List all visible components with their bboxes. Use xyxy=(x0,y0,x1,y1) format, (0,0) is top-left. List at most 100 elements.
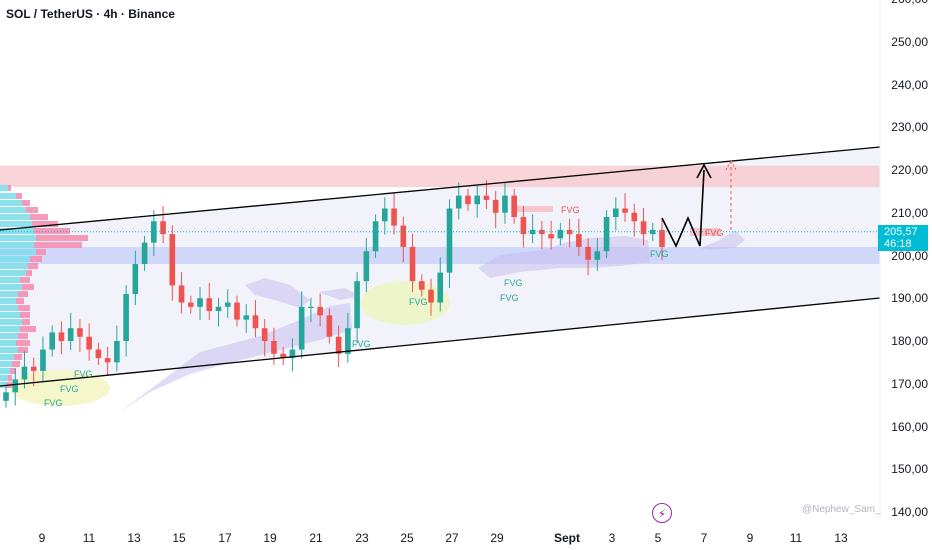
bar-countdown: 46:18 xyxy=(884,238,912,250)
price-tick-label: 160,00 xyxy=(891,419,928,434)
candle-down xyxy=(30,366,37,371)
candle-down xyxy=(640,221,647,235)
candle-down xyxy=(391,208,397,226)
volume-bar-up xyxy=(0,221,32,227)
candle-up xyxy=(123,293,129,341)
candle-down xyxy=(160,221,166,235)
candle-down xyxy=(492,199,499,213)
time-tick-label: 9 xyxy=(38,531,46,545)
last-price-value: 205,57 xyxy=(884,226,918,238)
volume-bar-up xyxy=(0,214,30,220)
time-tick-label: 7 xyxy=(700,531,708,545)
candle-up xyxy=(215,306,222,312)
bullish-fvg-area xyxy=(360,281,450,325)
symbol-title[interactable]: SOL / TetherUS · 4h · Binance xyxy=(6,7,175,21)
price-tick-label: 180,00 xyxy=(891,334,928,348)
time-tick-label: 15 xyxy=(172,531,186,545)
candle-down xyxy=(271,341,277,354)
cloud-area xyxy=(120,303,352,412)
last-price-badge: 205,57 46:18 xyxy=(878,225,928,251)
volume-profile xyxy=(0,185,88,388)
volume-bar-up xyxy=(0,200,22,206)
candle-up xyxy=(363,251,370,282)
candle-up xyxy=(446,208,453,273)
time-tick-label: 29 xyxy=(490,531,504,545)
candle-up xyxy=(502,195,508,213)
candle-up xyxy=(132,264,139,294)
volume-bar-down xyxy=(20,277,30,283)
volume-bar-up xyxy=(0,368,10,374)
candle-up xyxy=(21,366,28,380)
channel-upper-line xyxy=(0,146,881,231)
candle-down xyxy=(206,298,213,312)
candle-down xyxy=(511,195,517,218)
fvg-label: FVG xyxy=(60,384,79,394)
time-tick-label: 23 xyxy=(355,531,369,545)
candle-down xyxy=(585,246,591,260)
volume-bar-down xyxy=(34,242,82,248)
volume-bar-down xyxy=(30,214,48,220)
volume-bar-down xyxy=(34,228,70,234)
candle-up xyxy=(345,328,351,354)
volume-bar-down xyxy=(18,347,28,353)
price-tick-label: 190,00 xyxy=(891,291,928,306)
candle-up xyxy=(557,229,564,239)
volume-bar-up xyxy=(0,298,16,304)
volume-bar-down xyxy=(18,291,28,297)
fvg-label: FVG xyxy=(74,369,93,379)
fvg-label: FVG xyxy=(409,297,428,307)
candle-down xyxy=(169,234,176,286)
volume-bar-down xyxy=(12,361,20,367)
candle-up xyxy=(243,315,250,320)
time-tick-label: Sept xyxy=(553,531,581,545)
candle-down xyxy=(539,229,545,235)
volume-bar-down xyxy=(26,207,38,213)
candle-up xyxy=(529,229,536,235)
volume-bar-up xyxy=(0,263,28,269)
lightning-icon[interactable]: ⚡ xyxy=(652,503,672,523)
candle-up xyxy=(224,302,231,307)
time-tick-label: 11 xyxy=(82,531,96,545)
candle-down xyxy=(428,289,434,303)
candle-up xyxy=(474,195,481,205)
cloud-area xyxy=(318,288,360,300)
candle-down xyxy=(77,328,83,337)
candle-down xyxy=(409,246,416,282)
candle-up xyxy=(298,306,305,350)
cloud-area xyxy=(245,278,310,308)
time-tick-label: 13 xyxy=(834,531,848,545)
volume-bar-down xyxy=(32,221,58,227)
candle-down xyxy=(317,306,323,316)
volume-bar-down xyxy=(36,249,46,255)
candle-up xyxy=(382,208,388,222)
candle-up xyxy=(289,349,296,359)
volume-bar-up xyxy=(0,228,34,234)
volume-bar-down xyxy=(18,333,28,339)
candle-up xyxy=(141,242,148,265)
fvg-label: FVG xyxy=(500,293,519,303)
price-tick-label: 150,00 xyxy=(891,462,928,477)
resistance-zone xyxy=(0,165,880,188)
volume-bar-down xyxy=(8,185,11,191)
price-tick-label: 260,00 xyxy=(891,0,928,6)
volume-bar-up xyxy=(0,354,14,360)
candle-down xyxy=(631,212,638,222)
volume-bar-up xyxy=(0,277,20,283)
volume-bar-down xyxy=(14,354,22,360)
candle-up xyxy=(354,281,360,329)
candle-up xyxy=(40,349,46,371)
candle-down xyxy=(261,328,268,341)
volume-bar-up xyxy=(0,326,20,332)
volume-bar-up xyxy=(0,340,16,346)
bearish-fvg-box xyxy=(513,206,553,212)
volume-bar-up xyxy=(0,305,18,311)
fvg-label: FVG xyxy=(352,339,371,349)
volume-bar-up xyxy=(0,242,34,248)
volume-bar-up xyxy=(0,333,18,339)
volume-bar-down xyxy=(10,368,16,374)
fvg-label: FVG xyxy=(504,278,523,288)
candle-up xyxy=(437,272,444,303)
price-tick-label: 220,00 xyxy=(891,163,928,177)
time-tick-label: 27 xyxy=(445,531,459,545)
